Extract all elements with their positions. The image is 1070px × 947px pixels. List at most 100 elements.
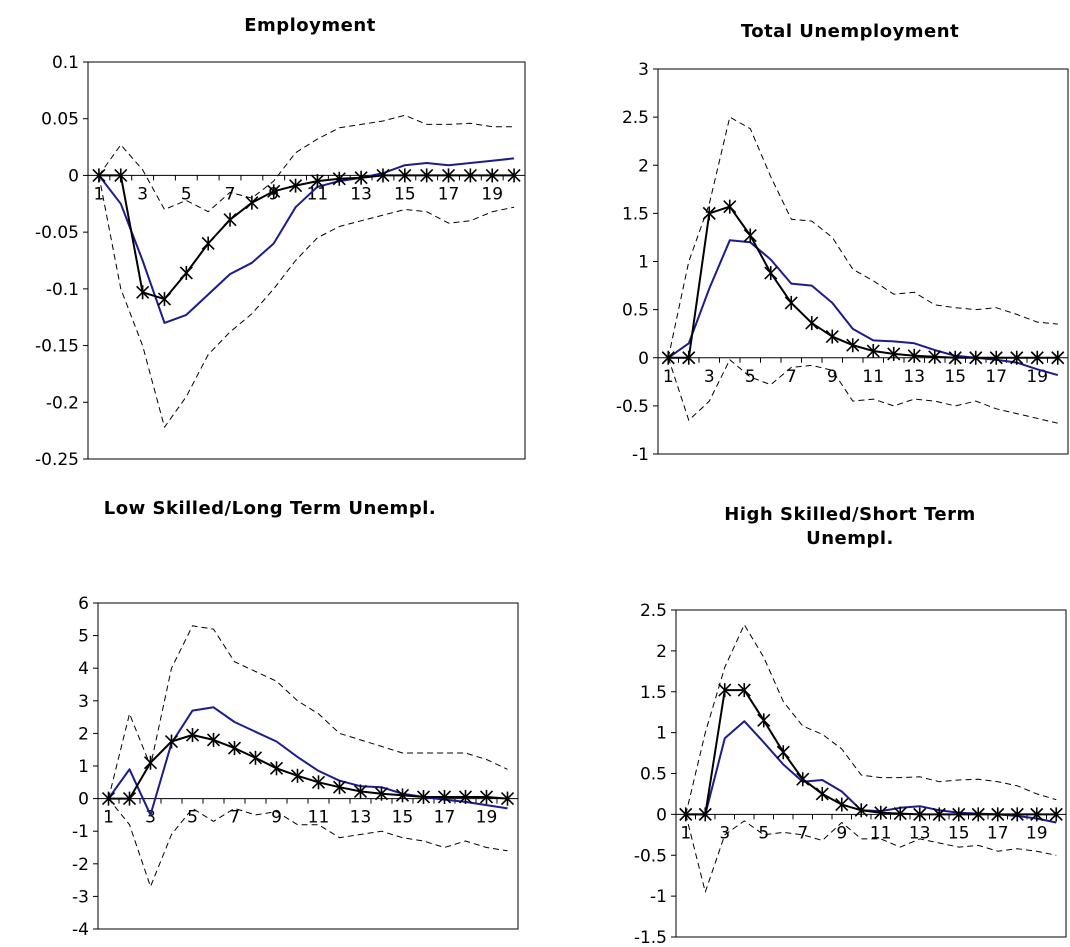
- star-marker: [815, 786, 829, 801]
- y-tick-label: 0: [68, 166, 79, 186]
- star-marker: [500, 791, 515, 806]
- chart-svg-total-unemployment: 32.521.510.50-0.5-11 3 5 7 9 11 13 15 17 19: [616, 60, 1069, 465]
- x-tick-label: 7: [225, 184, 236, 204]
- star-marker: [866, 344, 880, 359]
- star-marker: [1049, 807, 1063, 822]
- star-marker: [796, 772, 810, 787]
- y-tick-label: 3: [638, 60, 649, 80]
- star-marker: [248, 750, 263, 765]
- y-tick-label: 0: [656, 805, 667, 825]
- star-marker: [854, 803, 868, 818]
- y-tick-label: 2: [656, 642, 667, 662]
- y-tick-label: 4: [78, 659, 89, 679]
- x-tick-label: 11: [870, 823, 892, 843]
- star-marker: [353, 784, 368, 799]
- y-tick-label: 1: [656, 724, 667, 744]
- x-tick-label: 1: [680, 823, 691, 843]
- y-tick-label: 3: [78, 692, 89, 712]
- x-tick-label: 9: [827, 367, 838, 387]
- star-marker: [913, 807, 927, 822]
- x-tick-label: 3: [704, 367, 715, 387]
- x-tick-label: 7: [797, 823, 808, 843]
- x-tick-label: 17: [985, 367, 1007, 387]
- chart-total-unemployment: 3 2.5 2 1.5 1 0.5 0 -0.5 -1 1 3 5 7 9 11 13 15 17 19: [0, 0, 1070, 470]
- x-tick-label: 9: [836, 823, 847, 843]
- y-tick-label: 0.5: [622, 301, 649, 321]
- y-tick-label: -0.5: [634, 846, 667, 866]
- chart-svg-employment: 0.10.050-0.05-0.1-0.15-0.2-0.25135791113…: [35, 53, 526, 470]
- star-marker: [479, 789, 494, 804]
- star-marker: [290, 768, 305, 783]
- series-line-dashed-upper: [667, 116, 1058, 358]
- star-marker: [332, 171, 346, 186]
- chart-title-low-skilled: Low Skilled/Long Term Unempl.: [103, 498, 437, 519]
- star-marker: [932, 807, 946, 822]
- series-line-dashed-lower: [667, 357, 1058, 424]
- x-tick-label: 5: [187, 808, 198, 828]
- series-line-star-line: [108, 734, 508, 800]
- plot-frame: [675, 609, 1067, 938]
- series-line-dashed-upper: [685, 624, 1057, 815]
- x-tick-label: 17: [438, 184, 460, 204]
- x-tick-label: 19: [476, 808, 498, 828]
- star-marker: [928, 349, 942, 364]
- series-line-star-line: [668, 205, 1058, 359]
- y-tick-label: 1.5: [640, 683, 667, 703]
- star-marker: [887, 346, 901, 361]
- x-tick-label: 5: [181, 184, 192, 204]
- star-marker: [310, 174, 324, 189]
- star-marker: [223, 212, 237, 227]
- y-tick-label: -1.5: [634, 928, 667, 947]
- star-marker: [136, 285, 150, 300]
- series-line-dashed-upper: [108, 625, 508, 799]
- star-marker: [463, 168, 477, 183]
- y-tick-label: -1: [72, 822, 89, 842]
- series-line-dashed-upper: [98, 114, 515, 213]
- star-marker: [227, 741, 242, 756]
- y-tick-label: -0.1: [46, 280, 79, 300]
- star-marker: [1010, 350, 1024, 365]
- x-tick-label: 13: [350, 184, 372, 204]
- star-marker: [143, 755, 158, 770]
- star-marker: [201, 236, 215, 251]
- y-tick-label: 5: [78, 627, 89, 647]
- x-tick-label: 15: [394, 184, 416, 204]
- star-marker: [723, 199, 737, 214]
- star-marker: [757, 713, 771, 728]
- star-marker: [114, 168, 128, 183]
- series-line-dashed-lower: [98, 175, 515, 428]
- star-marker: [311, 775, 326, 790]
- y-tick-label: -1: [632, 445, 649, 465]
- y-tick-label: 1.5: [622, 204, 649, 224]
- star-marker: [764, 266, 778, 281]
- chart-employment: 0.10.050-0.05-0.1-0.15-0.2-0.25135791113…: [0, 0, 535, 470]
- x-tick-label: 15: [948, 823, 970, 843]
- x-tick-label: 5: [758, 823, 769, 843]
- y-tick-label: -3: [72, 887, 89, 907]
- x-tick-label: 3: [719, 823, 730, 843]
- y-tick-label: -4: [72, 920, 89, 940]
- x-tick-label: 5: [745, 367, 756, 387]
- y-tick-label: 2: [638, 156, 649, 176]
- star-marker: [267, 184, 281, 199]
- star-marker: [395, 788, 410, 803]
- star-marker: [784, 295, 798, 310]
- x-tick-label: 9: [271, 808, 282, 828]
- y-tick-label: 0: [78, 790, 89, 810]
- star-marker: [952, 807, 966, 822]
- y-tick-label: -0.05: [35, 223, 79, 243]
- star-marker: [1030, 807, 1044, 822]
- x-tick-label: 7: [229, 808, 240, 828]
- x-tick-label: 11: [307, 184, 329, 204]
- star-marker: [437, 789, 452, 804]
- chart-title-employment: Employment: [244, 15, 376, 36]
- x-tick-label: 1: [94, 184, 105, 204]
- star-marker: [737, 683, 751, 698]
- series-line-blue-line: [98, 157, 515, 324]
- star-marker: [969, 350, 983, 365]
- star-marker: [835, 797, 849, 812]
- x-tick-label: 11: [862, 367, 884, 387]
- star-marker: [245, 195, 259, 210]
